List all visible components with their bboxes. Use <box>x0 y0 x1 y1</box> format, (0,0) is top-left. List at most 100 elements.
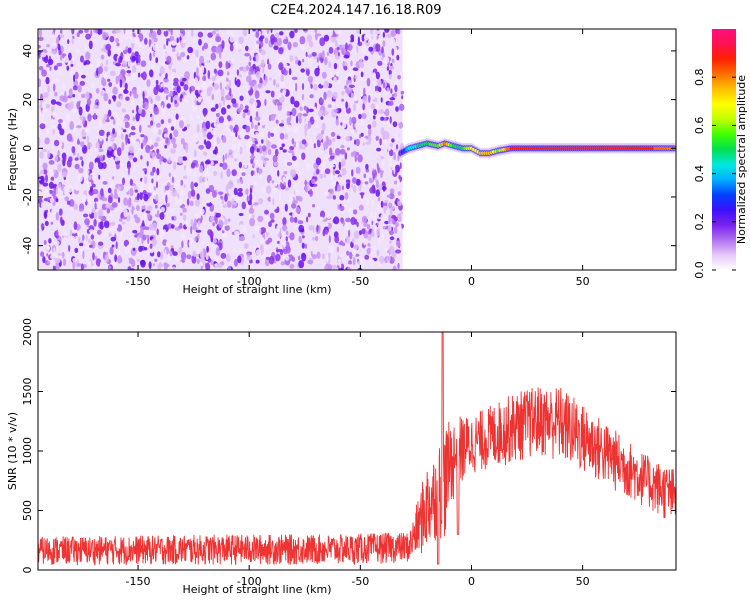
noise-speckle <box>339 194 345 201</box>
noise-speckle <box>51 190 57 197</box>
noise-speckle <box>298 224 305 233</box>
noise-speckle <box>364 192 367 201</box>
noise-speckle <box>93 211 98 220</box>
noise-speckle <box>334 235 340 244</box>
snr-xlabel: Height of straight line (km) <box>182 583 331 596</box>
noise-speckle <box>195 56 200 66</box>
noise-speckle <box>131 89 137 95</box>
noise-speckle <box>199 208 205 215</box>
spec-xtick-label: -100 <box>237 275 262 288</box>
noise-speckle <box>99 154 103 161</box>
noise-speckle <box>391 48 395 56</box>
noise-speckle <box>106 208 111 214</box>
noise-speckle <box>161 188 164 196</box>
noise-speckle <box>248 61 251 67</box>
noise-speckle <box>48 181 54 189</box>
noise-speckle <box>59 128 65 136</box>
noise-speckle <box>40 224 45 228</box>
noise-speckle <box>121 141 125 151</box>
noise-speckle <box>397 153 400 162</box>
noise-speckle <box>358 204 364 211</box>
noise-speckle <box>254 224 260 232</box>
noise-speckle <box>395 222 399 228</box>
noise-speckle <box>386 87 390 92</box>
noise-speckle <box>134 123 140 129</box>
noise-speckle <box>390 214 397 219</box>
noise-speckle <box>375 135 379 141</box>
noise-speckle <box>334 170 340 175</box>
noise-speckle <box>104 247 108 253</box>
noise-speckle <box>134 51 139 57</box>
noise-speckle <box>219 82 223 90</box>
noise-speckle <box>225 253 231 262</box>
noise-speckle <box>107 187 112 194</box>
noise-speckle <box>181 232 186 240</box>
noise-speckle <box>140 182 144 187</box>
noise-speckle <box>314 124 320 129</box>
noise-speckle <box>388 202 393 209</box>
noise-speckle <box>123 29 126 34</box>
noise-speckle <box>45 128 50 135</box>
noise-speckle <box>81 144 88 154</box>
noise-speckle <box>167 75 171 80</box>
noise-speckle <box>50 99 57 105</box>
noise-speckle <box>75 235 78 240</box>
noise-speckle <box>127 198 132 207</box>
noise-speckle <box>296 138 300 142</box>
noise-speckle <box>84 44 88 52</box>
noise-speckle <box>131 55 137 62</box>
noise-speckle <box>355 138 360 147</box>
noise-speckle <box>368 37 375 44</box>
noise-speckle <box>200 92 205 96</box>
spec-xtick-label: -150 <box>126 275 151 288</box>
noise-speckle <box>194 182 198 187</box>
noise-speckle <box>182 156 187 161</box>
noise-speckle <box>110 70 116 77</box>
noise-speckle <box>293 141 297 148</box>
noise-speckle <box>142 138 147 146</box>
noise-speckle <box>270 194 273 202</box>
noise-speckle <box>264 209 269 215</box>
noise-speckle <box>340 144 345 149</box>
snr-ytick-label: 500 <box>21 500 34 521</box>
noise-speckle <box>273 79 276 86</box>
noise-speckle <box>125 76 131 83</box>
noise-speckle <box>189 200 194 207</box>
noise-speckle <box>120 95 124 100</box>
noise-speckle <box>203 109 207 117</box>
noise-speckle <box>397 75 401 80</box>
noise-speckle <box>218 61 223 69</box>
noise-speckle <box>52 83 56 92</box>
noise-speckle <box>184 71 190 80</box>
noise-speckle <box>342 120 347 129</box>
noise-speckle <box>59 216 63 225</box>
noise-speckle <box>94 202 97 210</box>
noise-speckle <box>86 135 89 144</box>
noise-speckle <box>98 162 104 170</box>
noise-speckle <box>258 30 261 38</box>
noise-speckle <box>107 78 111 82</box>
noise-speckle <box>305 51 308 57</box>
noise-speckle <box>370 211 374 220</box>
noise-speckle <box>125 29 130 36</box>
noise-speckle <box>257 215 264 223</box>
noise-speckle <box>260 49 266 56</box>
noise-speckle <box>59 34 65 39</box>
noise-speckle <box>346 183 350 190</box>
noise-speckle <box>344 152 348 160</box>
noise-speckle <box>397 262 400 270</box>
noise-speckle <box>339 264 342 269</box>
noise-speckle <box>322 161 326 167</box>
noise-speckle <box>91 208 96 214</box>
noise-speckle <box>128 257 134 261</box>
noise-speckle <box>88 40 93 50</box>
noise-speckle <box>77 173 83 183</box>
noise-speckle <box>52 110 56 118</box>
noise-speckle <box>279 181 283 188</box>
noise-speckle <box>279 31 284 36</box>
noise-speckle <box>187 190 192 199</box>
noise-speckle <box>38 137 41 146</box>
noise-speckle <box>154 213 161 218</box>
noise-speckle <box>345 107 351 114</box>
noise-speckle <box>326 51 330 57</box>
